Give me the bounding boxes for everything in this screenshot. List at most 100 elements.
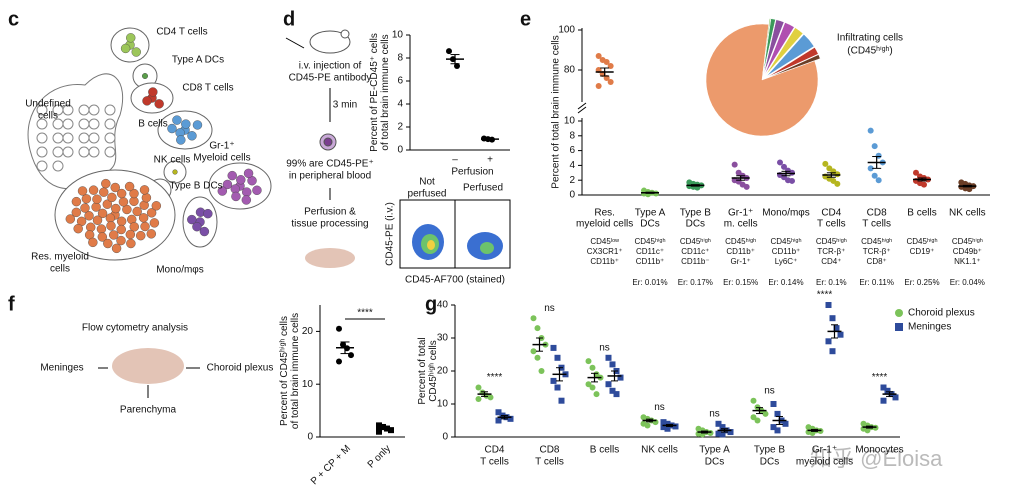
y-tick-label: 10 (392, 30, 404, 41)
flow-title: Perfused (463, 183, 503, 194)
x-tick-label: DCs (705, 457, 724, 468)
significance: ns (544, 303, 555, 314)
dot (617, 374, 624, 381)
significance: **** (817, 290, 833, 301)
mouse (309, 30, 351, 54)
dot (871, 143, 878, 150)
y-axis-label: Percent of total brain immune cells (551, 35, 562, 188)
x-tick-label: B cells (590, 445, 619, 456)
dot (613, 391, 620, 398)
dot (777, 159, 783, 166)
x-tick-label: myeloid cells (576, 219, 633, 230)
cell (101, 178, 111, 189)
x-tick-label: P only (366, 443, 393, 470)
y-tick-label: 2 (569, 175, 575, 186)
x-tick-label: myeloid cells (796, 457, 853, 468)
marker-label: CD11c⁺ (636, 247, 664, 256)
dot (538, 368, 545, 374)
dot (664, 425, 671, 432)
marker-label: CD11b⁺ (726, 247, 755, 256)
x-tick-label: CD4 (484, 445, 504, 456)
er-label: Er: 0.04% (950, 278, 985, 287)
dot (348, 352, 354, 359)
axis-break (577, 106, 587, 114)
cell (141, 193, 152, 203)
flow-ylabel: CD45-PE (i.v.) (385, 202, 396, 266)
dot (595, 53, 602, 59)
er-label: Er: 0.1% (816, 278, 847, 287)
cell (116, 235, 126, 246)
cell (167, 123, 177, 134)
y-tick-label: 10 (437, 399, 449, 410)
marker-label: CD11b⁺ (590, 257, 619, 266)
legend-label: Meninges (908, 322, 951, 333)
dot (609, 361, 616, 368)
flow-title: Not (419, 177, 435, 188)
dot (750, 414, 757, 421)
syringe (285, 37, 305, 49)
cell (141, 72, 148, 79)
pie-slice (767, 54, 821, 78)
cell (71, 207, 82, 218)
dot (380, 423, 386, 430)
cell (88, 104, 100, 116)
cell-label: cells (50, 264, 70, 275)
dot (376, 428, 382, 435)
cell (148, 87, 158, 97)
step-text: 99% are CD45-PE⁺ (286, 159, 374, 170)
y-tick-label: 40 (437, 300, 449, 311)
legend-marker (895, 309, 903, 317)
y-tick-label: 6 (397, 76, 403, 87)
cell (84, 211, 94, 221)
cell-label: Type B DCs (169, 181, 222, 192)
dot (475, 396, 482, 403)
x-tick-label: NK cells (949, 208, 986, 219)
flow-density (480, 242, 494, 254)
panel-letter: d (283, 8, 295, 30)
cell (88, 118, 100, 130)
cell-nucleus (323, 137, 333, 147)
dot (336, 325, 342, 332)
significance: ns (709, 408, 720, 419)
marker-label: NK1.1⁺ (954, 257, 980, 266)
cell-label: NK cells (154, 155, 191, 166)
panel-letter: g (425, 293, 437, 315)
x-tick-label: Type A (635, 208, 666, 219)
cell (78, 104, 90, 116)
dot (644, 422, 651, 429)
cell (97, 208, 108, 219)
marker-label: CD19⁺ (910, 247, 935, 256)
region-label: Meninges (40, 363, 83, 374)
dot (774, 410, 781, 417)
marker-label: CD45ʰⁱᵍʰ (952, 237, 983, 246)
er-label: Er: 0.17% (678, 278, 713, 287)
cell (73, 223, 83, 234)
cell (36, 132, 48, 144)
cell (36, 160, 48, 172)
cell (192, 221, 202, 232)
diagram-title: Flow cytometry analysis (82, 323, 188, 334)
dot (603, 59, 610, 65)
cell (125, 229, 136, 240)
cell (126, 238, 136, 249)
x-tick-label: NK cells (641, 445, 678, 456)
cell (129, 222, 139, 232)
dot (454, 63, 460, 70)
dot (731, 161, 738, 168)
marker-label: CD45ʰⁱᵍʰ (725, 237, 756, 246)
pie-slice (763, 19, 785, 75)
dot (672, 423, 679, 430)
cell (217, 186, 228, 196)
y-axis-label: Percent of PE-CD45⁺ cells (369, 33, 380, 152)
dot (880, 384, 887, 391)
dot (822, 160, 829, 167)
cell (151, 201, 162, 211)
mouse-ear (340, 29, 350, 39)
x-tick-label: Type B (680, 208, 711, 219)
dot (495, 417, 502, 424)
y-tick-label: 20 (437, 366, 449, 377)
cell (146, 229, 156, 239)
dot (743, 183, 750, 190)
pie-slice (767, 47, 819, 78)
marker-label: CD45ʰⁱᵍʰ (861, 237, 892, 246)
